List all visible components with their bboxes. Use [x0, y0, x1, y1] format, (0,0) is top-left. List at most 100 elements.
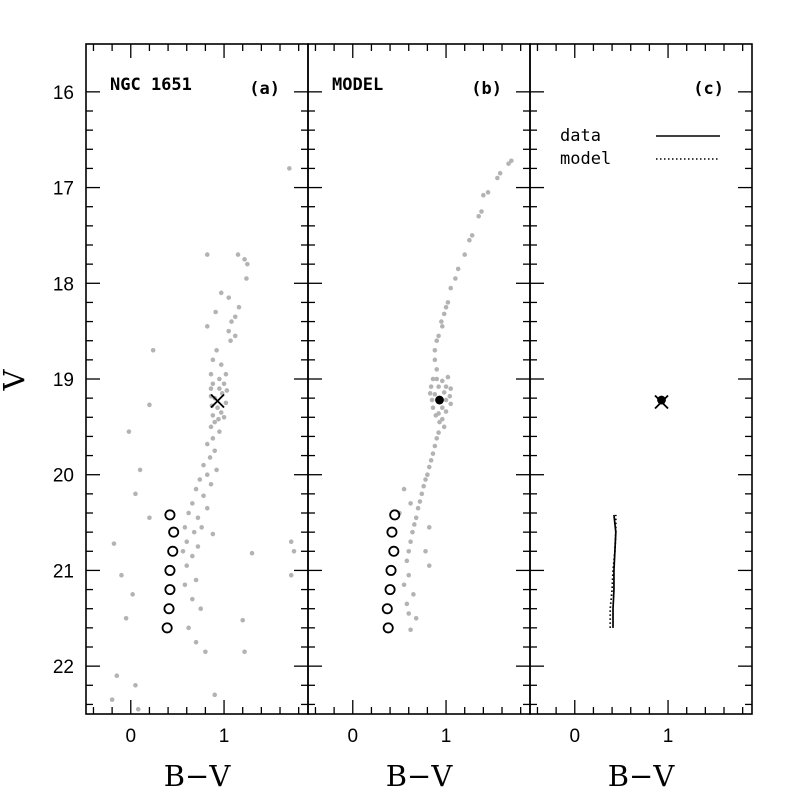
- star-point: [214, 347, 219, 353]
- star-point: [212, 419, 218, 425]
- star-point: [467, 237, 472, 243]
- star-point: [207, 455, 213, 460]
- star-point: [190, 501, 195, 506]
- star-point: [440, 324, 445, 329]
- x-tick-label: 0: [569, 726, 580, 747]
- star-point: [406, 611, 412, 616]
- star-point: [434, 436, 440, 441]
- star-point: [223, 400, 229, 406]
- star-point: [434, 338, 440, 344]
- y-axis-label: V: [0, 368, 31, 391]
- star-point: [229, 319, 234, 324]
- ticks: [86, 44, 308, 714]
- star-point: [430, 405, 436, 411]
- star-point: [436, 333, 441, 339]
- x-tick-label: 0: [125, 726, 136, 747]
- star-point: [217, 386, 222, 391]
- star-point: [198, 606, 204, 612]
- star-point: [135, 706, 141, 712]
- star-point: [226, 328, 232, 334]
- star-point: [443, 397, 449, 403]
- ridge-point: [164, 509, 176, 521]
- star-point: [287, 166, 292, 171]
- ridge-point: [381, 603, 393, 615]
- star-point: [150, 347, 156, 353]
- ridge-point: [164, 564, 176, 576]
- star-point: [214, 467, 219, 473]
- star-point: [210, 531, 216, 537]
- star-point: [195, 544, 201, 549]
- star-point: [208, 371, 214, 377]
- star-point: [217, 429, 222, 434]
- star-point: [425, 472, 430, 478]
- star-point: [216, 416, 221, 422]
- star-point: [191, 529, 197, 535]
- panel-3: 0 1 (c) data model: [529, 43, 753, 747]
- star-point: [432, 347, 438, 353]
- panel-label: (a): [249, 79, 280, 99]
- star-point: [411, 592, 416, 597]
- star-point: [436, 430, 441, 435]
- x-axis-label: B−V: [164, 759, 232, 793]
- star-point: [440, 416, 445, 422]
- line-data: [612, 514, 617, 628]
- plot-area: [109, 166, 297, 712]
- ridge-point: [388, 545, 400, 557]
- star-point: [180, 548, 186, 554]
- star-point: [401, 582, 407, 588]
- star-point: [190, 553, 195, 559]
- star-point: [469, 233, 475, 238]
- star-point: [410, 529, 415, 535]
- star-point: [417, 499, 423, 504]
- star-point: [443, 384, 449, 389]
- star-point: [406, 572, 412, 578]
- star-point: [427, 391, 433, 396]
- star-point: [436, 384, 441, 389]
- star-point: [441, 390, 447, 395]
- x-tick-label: 1: [663, 726, 674, 747]
- star-point: [433, 413, 439, 418]
- star-point: [509, 158, 514, 164]
- star-point: [448, 386, 454, 391]
- star-point: [423, 477, 428, 482]
- star-point: [204, 441, 210, 447]
- x-axis-labels: B−V B−V B−V: [164, 759, 676, 793]
- star-point: [404, 558, 410, 564]
- star-point: [186, 510, 191, 516]
- y-tick-label: 16: [53, 83, 74, 104]
- star-point: [201, 462, 206, 468]
- star-point: [197, 477, 203, 482]
- panel-1: 16 17 18 19 20 21 22 0 1 NGC 1651 (a): [53, 43, 309, 747]
- star-point: [408, 501, 413, 506]
- legend: data model: [560, 126, 720, 169]
- star-point: [210, 413, 216, 418]
- y-tick-label: 20: [53, 466, 74, 487]
- star-point: [203, 649, 208, 655]
- star-point: [218, 290, 224, 296]
- ridge-point: [382, 622, 394, 634]
- star-point: [242, 649, 247, 655]
- star-point: [236, 304, 242, 310]
- star-point: [235, 252, 241, 257]
- star-point: [201, 493, 206, 499]
- legend-label: model: [560, 149, 611, 169]
- panel-title: MODEL: [332, 75, 383, 95]
- star-point: [212, 448, 218, 454]
- star-point: [434, 376, 440, 382]
- star-point: [434, 367, 440, 372]
- star-point: [242, 257, 247, 262]
- star-point: [430, 376, 436, 382]
- star-point: [119, 572, 124, 578]
- star-point: [479, 209, 484, 214]
- star-point: [428, 458, 434, 463]
- ridge-point: [386, 526, 398, 538]
- star-point: [497, 170, 503, 176]
- star-point: [291, 548, 297, 554]
- legend-label: data: [560, 126, 601, 146]
- star-point: [186, 625, 191, 631]
- star-point: [226, 295, 232, 300]
- x-tick-label: 0: [347, 726, 358, 747]
- star-point: [441, 424, 447, 430]
- star-point: [204, 505, 210, 511]
- star-point: [408, 627, 413, 633]
